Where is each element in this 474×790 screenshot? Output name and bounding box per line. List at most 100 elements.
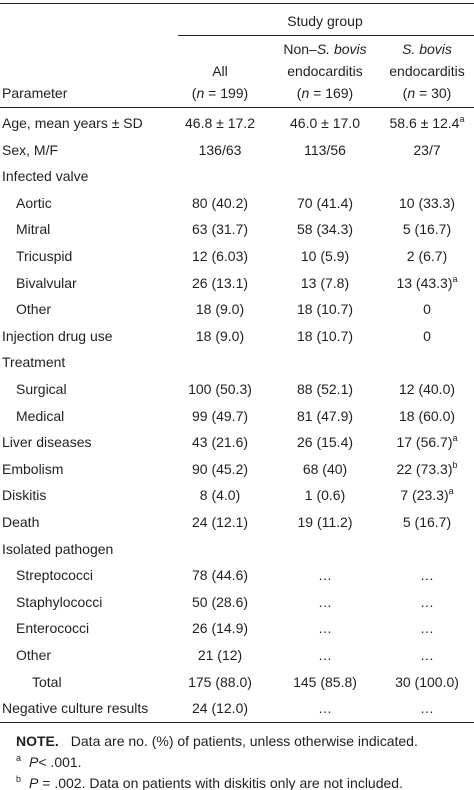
- top-rule: [0, 3, 474, 4]
- column-header-line: All: [212, 62, 228, 80]
- cell: 13 (43.3)a: [396, 274, 457, 292]
- cell: …: [420, 593, 434, 610]
- cell: 58.6 ± 12.4a: [390, 114, 465, 132]
- cell: 50 (28.6): [191, 593, 249, 610]
- text-run: = 169): [309, 85, 354, 101]
- cell: …: [420, 647, 434, 663]
- italic-run: n: [196, 85, 205, 101]
- cell: 100 (50.3): [188, 381, 252, 397]
- cell: 70 (41.4): [296, 194, 354, 211]
- row-label: Death: [2, 514, 40, 530]
- cell-text: 22 (73.3): [396, 460, 453, 477]
- text-run: < .001.: [38, 754, 82, 770]
- cell: 24 (12.0): [191, 700, 249, 717]
- row-label: Sex, M/F: [2, 141, 59, 158]
- cell: 24 (12.1): [191, 514, 249, 530]
- row-label: Isolated pathogen: [2, 540, 114, 557]
- cell: 21 (12): [197, 647, 243, 663]
- cell: 23/7: [413, 141, 441, 158]
- cell: 30 (100.0): [395, 673, 459, 690]
- cell: 90 (45.2): [191, 460, 249, 477]
- row-label: Aortic: [16, 194, 52, 211]
- text-run: = 199): [204, 85, 249, 101]
- text-run: endocarditis: [287, 63, 363, 79]
- italic-run: S. bovis: [402, 41, 452, 57]
- cell: …: [318, 593, 332, 610]
- row-label: Negative culture results: [2, 700, 149, 717]
- cell: 5 (16.7): [402, 221, 452, 238]
- cell: 19 (11.2): [297, 514, 353, 530]
- footnote-mark: a: [459, 114, 465, 124]
- footnote-mark: b: [16, 774, 22, 784]
- row-label: Embolism: [2, 460, 64, 477]
- cell: …: [318, 700, 332, 717]
- column-header-line: endocarditis: [287, 62, 363, 80]
- text-run: endocarditis: [389, 63, 465, 79]
- note-label: NOTE.: [16, 733, 59, 749]
- column-header-line: endocarditis: [389, 62, 465, 80]
- footnote-mark: a: [452, 433, 458, 444]
- footnote-mark: a: [16, 753, 22, 763]
- row-label: Surgical: [16, 381, 67, 397]
- row-label: Bivalvular: [16, 274, 77, 291]
- footnote-mark: a: [452, 273, 458, 284]
- italic-run: n: [407, 85, 416, 101]
- cell: 10 (33.3): [398, 194, 456, 211]
- row-label: Diskitis: [2, 487, 47, 504]
- cell: 68 (40): [302, 460, 348, 477]
- text-run: Non–: [283, 41, 317, 57]
- cell: 26 (15.4): [296, 434, 354, 451]
- cell: 12 (6.03): [191, 248, 249, 264]
- cell: 18 (9.0): [195, 327, 245, 344]
- cell: 78 (44.6): [191, 567, 249, 584]
- cell-text: 7 (23.3): [400, 487, 449, 504]
- cell: 13 (7.8): [300, 274, 350, 291]
- row-label: Total: [32, 673, 62, 690]
- column-header-line: (n = 169): [297, 84, 353, 102]
- cell: 80 (40.2): [191, 194, 249, 211]
- cell: 0: [423, 301, 431, 318]
- footnote-mark: b: [452, 459, 458, 470]
- row-label: Staphylococci: [16, 593, 103, 610]
- cell: …: [420, 620, 434, 637]
- text-run: (: [296, 85, 302, 101]
- cell: …: [420, 567, 434, 584]
- cell: 145 (85.8): [293, 673, 357, 690]
- cell: 88 (52.1): [296, 381, 354, 397]
- italic-run: P: [29, 754, 39, 770]
- cell: …: [318, 647, 332, 663]
- footnote: a P< .001.: [16, 753, 82, 771]
- cell-text: 58.6 ± 12.4: [389, 115, 460, 131]
- footnote-mark: a: [448, 486, 454, 497]
- cell: 18 (10.7): [296, 327, 354, 344]
- cell: 26 (13.1): [191, 274, 249, 291]
- cell: 18 (9.0): [195, 301, 245, 318]
- cell-text: 13 (43.3): [396, 274, 453, 291]
- row-label: Enterococci: [16, 620, 90, 637]
- cell: 5 (16.7): [402, 514, 452, 530]
- parameter-header: Parameter: [2, 85, 68, 101]
- bottom-rule: [0, 722, 474, 723]
- cell: …: [420, 700, 434, 717]
- cell: 18 (10.7): [296, 301, 354, 318]
- column-header-line: S. bovis: [402, 40, 452, 58]
- cell: 136/63: [198, 141, 242, 158]
- text-run: (: [402, 85, 408, 101]
- note-text: Data are no. (%) of patients, unless oth…: [70, 733, 418, 749]
- group-header: Study group: [287, 13, 363, 29]
- cell: 63 (31.7): [191, 221, 249, 238]
- italic-run: S. bovis: [316, 41, 367, 57]
- header-rule: [0, 107, 474, 108]
- note: NOTE. Data are no. (%) of patients, unles…: [16, 732, 418, 750]
- cell: 43 (21.6): [191, 434, 249, 451]
- row-label: Liver diseases: [2, 434, 92, 451]
- cell: 8 (4.0): [199, 487, 241, 504]
- cell-text: 17 (56.7): [396, 434, 453, 451]
- text-run: = 30): [415, 85, 452, 101]
- row-label: Infected valve: [2, 168, 89, 185]
- italic-run: P: [29, 775, 39, 790]
- group-rule: [178, 35, 474, 36]
- cell: 2 (6.7): [406, 248, 448, 264]
